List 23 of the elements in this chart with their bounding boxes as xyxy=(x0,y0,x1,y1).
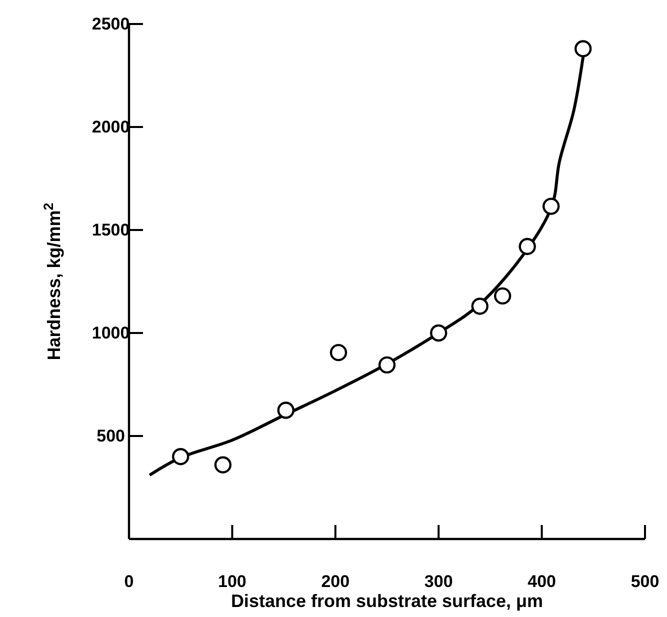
x-axis-title: Distance from substrate surface, μm xyxy=(230,591,544,611)
y-tick-label: 1500 xyxy=(92,220,130,240)
y-tick-label: 500 xyxy=(96,426,125,446)
y-tick-label: 2500 xyxy=(92,14,130,34)
point xyxy=(542,198,560,215)
x-tick-label: 200 xyxy=(321,572,350,592)
point xyxy=(172,448,190,466)
y-tick-label: 1000 xyxy=(92,323,130,342)
point xyxy=(214,456,232,474)
point xyxy=(518,238,536,256)
point xyxy=(471,298,488,315)
x-tick-label: 0 xyxy=(124,572,134,592)
point xyxy=(430,324,448,342)
point xyxy=(574,40,592,58)
point xyxy=(494,287,512,305)
x-tick-label: 500 xyxy=(630,572,660,592)
point xyxy=(277,402,294,419)
point xyxy=(378,356,396,374)
y-tick-label: 2000 xyxy=(92,117,130,136)
x-tick-label: 100 xyxy=(218,572,246,592)
x-tick-label: 400 xyxy=(528,572,556,592)
x-tick-label: 300 xyxy=(424,572,453,592)
point xyxy=(330,344,348,362)
